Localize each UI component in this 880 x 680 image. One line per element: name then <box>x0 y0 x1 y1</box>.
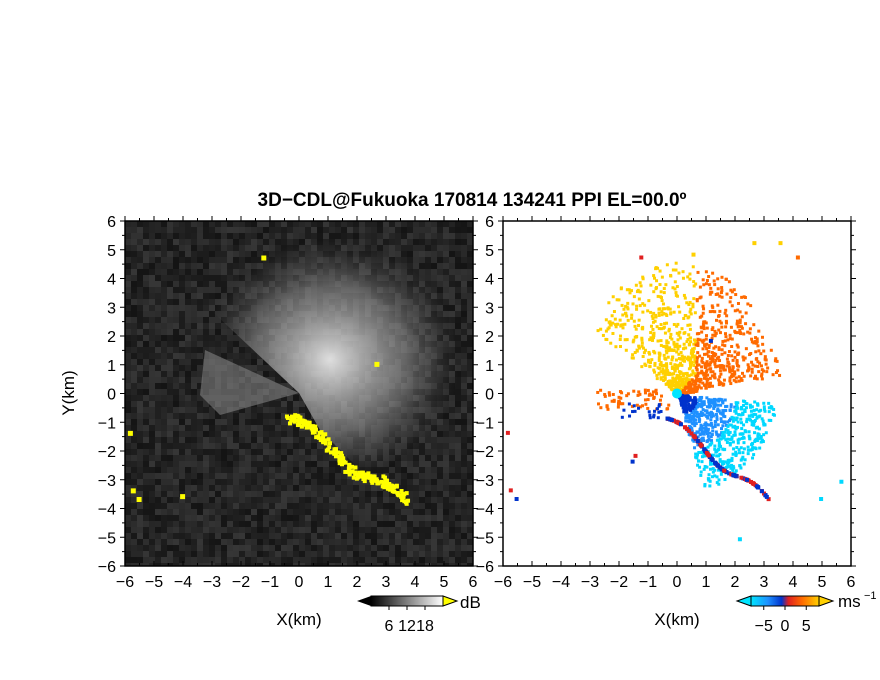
velocity-colorbar-unit: ms <box>838 592 861 611</box>
intensity-y-tick-label: 5 <box>107 243 116 260</box>
velocity-x-tick-label: −6 <box>494 574 512 591</box>
velocity-y-tick-label: 6 <box>485 214 494 231</box>
velocity-y-tick-label: −6 <box>476 559 494 576</box>
intensity-x-tick-label: 4 <box>411 574 420 591</box>
intensity-x-tick-label: −6 <box>116 574 134 591</box>
velocity-y-tick-label: −1 <box>476 415 494 432</box>
intensity-y-tick-label: 0 <box>107 387 116 404</box>
intensity-x-tick-label: −5 <box>145 574 163 591</box>
velocity-y-tick-label: 2 <box>485 329 494 346</box>
velocity-y-tick-label: 0 <box>485 387 494 404</box>
velocity-x-tick-label: −1 <box>639 574 657 591</box>
clutter-points <box>127 255 411 506</box>
intensity-x-axis-label: X(km) <box>276 610 321 629</box>
intensity-axis-ticks <box>120 216 478 567</box>
intensity-x-tick-label: −2 <box>232 574 250 591</box>
intensity-y-tick-label: 2 <box>107 329 116 346</box>
intensity-y-tick-label: −3 <box>98 473 116 490</box>
velocity-y-tick-label: −2 <box>476 444 494 461</box>
velocity-x-tick-label: 6 <box>847 574 856 591</box>
velocity-x-tick-label: −3 <box>581 574 599 591</box>
intensity-x-tick-label: 5 <box>440 574 449 591</box>
intensity-panel: −6 −5 −4 −3 −2 −1 0 1 2 3 4 5 6 6543210−1−2−3−4−5−6 … <box>59 214 481 635</box>
intensity-colorbar-right-arrow <box>442 595 459 607</box>
intensity-colorbar-bar <box>370 595 444 607</box>
velocity-colorbar-tick-label: 5 <box>802 618 811 635</box>
velocity-y-tick-label: −5 <box>476 530 494 547</box>
intensity-colorbar-unit: dB <box>460 593 481 612</box>
velocity-y-tick-label: 5 <box>485 243 494 260</box>
intensity-colorbar-tick-label: 18 <box>416 618 434 635</box>
velocity-x-tick-label: 3 <box>760 574 769 591</box>
intensity-y-tick-label: 1 <box>107 358 116 375</box>
velocity-x-tick-label: 0 <box>673 574 682 591</box>
intensity-x-tick-label: 6 <box>469 574 478 591</box>
velocity-y-tick-labels: 6 5 4 3 2 1 0 −1 −2 −3 −4 −5 −6 <box>476 214 494 576</box>
intensity-echo-sector-west <box>200 350 299 415</box>
velocity-x-tick-labels: −6 −5 −4 −3 −2 −1 0 1 2 3 4 5 6 <box>494 574 856 591</box>
intensity-x-tick-label: −3 <box>203 574 221 591</box>
intensity-colorbar-left-arrow <box>357 596 371 606</box>
velocity-colorbar-bar <box>750 595 820 607</box>
intensity-x-tick-label: 0 <box>295 574 304 591</box>
velocity-colorbar-tick-label: 0 <box>781 618 790 635</box>
intensity-y-axis-label: Y(km) <box>59 370 78 415</box>
velocity-panel: −6 −5 −4 −3 −2 −1 0 1 2 3 4 5 6 6543210−1−2−3−4−5−6 … <box>476 214 877 635</box>
intensity-y-tick-labels: 6 5 4 3 2 1 0 −1 −2 −3 −4 −5 −6 <box>98 214 116 576</box>
velocity-x-tick-label: −2 <box>610 574 628 591</box>
intensity-y-tick-label: −6 <box>98 559 116 576</box>
intensity-y-tick-label: −1 <box>98 415 116 432</box>
intensity-colorbar-tick-label: 6 <box>385 618 394 635</box>
velocity-x-tick-label: −4 <box>552 574 570 591</box>
intensity-x-tick-labels: −6 −5 −4 −3 −2 −1 0 1 2 3 4 5 6 <box>116 574 478 591</box>
velocity-colorbar-tick-label: −5 <box>755 618 773 635</box>
intensity-x-tick-label: −4 <box>174 574 192 591</box>
velocity-points <box>505 241 844 542</box>
intensity-x-tick-label: 3 <box>382 574 391 591</box>
velocity-y-tick-label: 4 <box>485 272 494 289</box>
velocity-x-tick-label: −5 <box>523 574 541 591</box>
intensity-y-tick-label: 4 <box>107 272 116 289</box>
velocity-x-tick-label: 1 <box>702 574 711 591</box>
intensity-y-tick-label: −4 <box>98 502 116 519</box>
velocity-x-axis-label: X(km) <box>654 610 699 629</box>
velocity-colorbar: −5 0 5 ms −1 <box>735 590 877 635</box>
intensity-colorbar-tick-label: 12 <box>398 618 416 635</box>
velocity-y-tick-label: 3 <box>485 300 494 317</box>
intensity-colorbar: 6 12 18 dB <box>357 593 481 635</box>
velocity-x-tick-label: 4 <box>789 574 798 591</box>
velocity-axis-ticks <box>498 216 856 567</box>
intensity-x-tick-label: 2 <box>353 574 362 591</box>
velocity-y-tick-label: −3 <box>476 473 494 490</box>
intensity-x-tick-label: 1 <box>324 574 333 591</box>
velocity-x-tick-label: 2 <box>731 574 740 591</box>
intensity-y-tick-label: 6 <box>107 214 116 231</box>
velocity-y-tick-label: 1 <box>485 358 494 375</box>
intensity-y-tick-label: −5 <box>98 530 116 547</box>
velocity-colorbar-unit-superscript: −1 <box>864 590 877 602</box>
intensity-y-tick-label: 3 <box>107 300 116 317</box>
velocity-colorbar-right-arrow <box>818 595 835 607</box>
intensity-x-tick-label: −1 <box>261 574 279 591</box>
velocity-x-tick-label: 5 <box>818 574 827 591</box>
intensity-y-tick-label: −2 <box>98 444 116 461</box>
intensity-echo-wedge <box>200 240 460 480</box>
velocity-colorbar-left-arrow <box>735 595 752 607</box>
velocity-y-tick-label: −4 <box>476 502 494 519</box>
chart-title: 3D−CDL@Fukuoka 170814 134241 PPI EL=00.0… <box>258 190 687 211</box>
